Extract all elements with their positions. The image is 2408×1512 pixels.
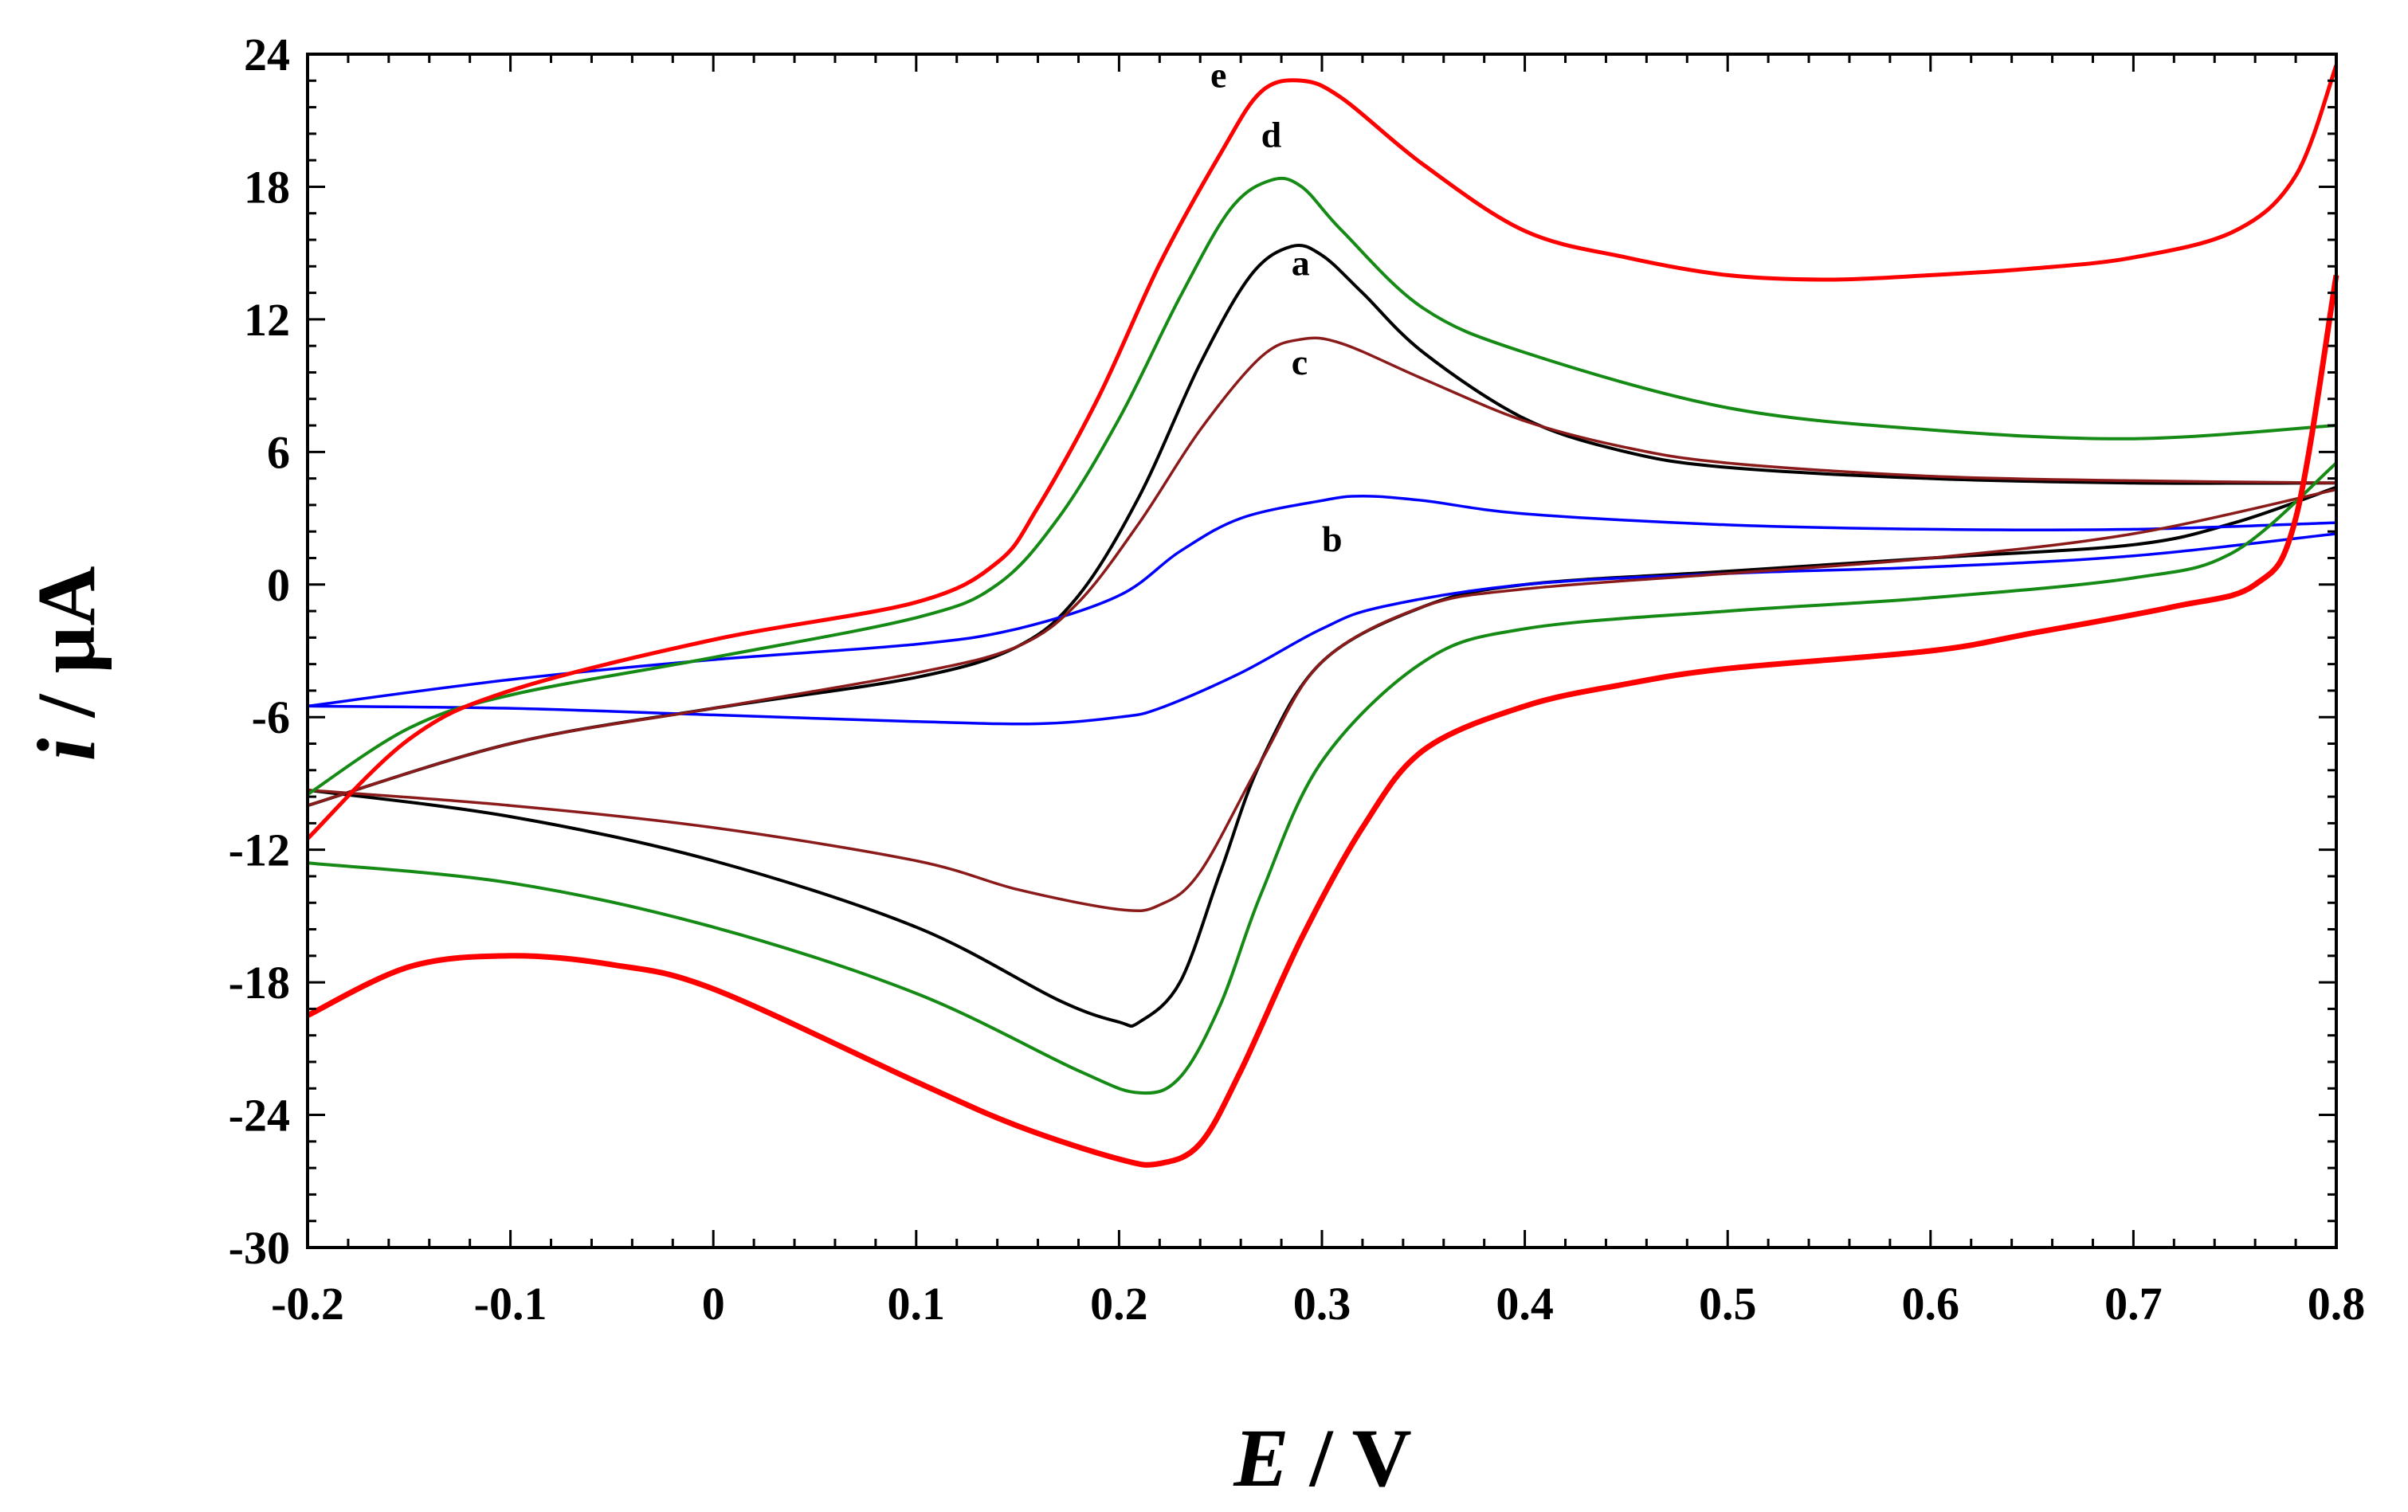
x-tick-label: 0.6 xyxy=(1902,1278,1960,1330)
y-axis-title: i / µA xyxy=(21,566,112,762)
x-tick-label: 0.1 xyxy=(888,1278,946,1330)
curve-b-anodic xyxy=(307,495,2337,708)
curve-d-cathodic xyxy=(307,461,2338,1095)
curve-labels: a b c de xyxy=(1210,55,1343,560)
curve-a-anodic xyxy=(307,243,2337,808)
y-axis-unit: / µA xyxy=(21,566,112,738)
curve-d-anodic xyxy=(306,176,2337,796)
curve-e-cathodic xyxy=(306,274,2339,1168)
curve-label-a: a xyxy=(1292,242,1310,283)
y-tick-label: 0 xyxy=(267,559,290,611)
curves-layer xyxy=(306,65,2339,1168)
x-axis-variable: E xyxy=(1233,1412,1288,1504)
y-tick-label: -30 xyxy=(229,1222,290,1274)
curve-b-cathodic xyxy=(307,532,2337,726)
x-tick-label: -0.1 xyxy=(474,1278,547,1330)
curve-label-b: b xyxy=(1322,519,1343,559)
x-tick-labels: -0.2 -0.1 0 0.1 0.2 0.3 0.4 0.5 0.6 0.7 0.8 xyxy=(271,1278,2365,1330)
y-tick-label: -12 xyxy=(229,825,290,876)
y-tick-label: -6 xyxy=(252,691,290,743)
curve-c-cathodic xyxy=(307,488,2337,913)
x-tick-label: 0.7 xyxy=(2104,1278,2163,1330)
y-tick-label: 6 xyxy=(267,426,290,478)
curve-e-anodic xyxy=(306,65,2339,840)
curve-label-c: c xyxy=(1292,342,1308,382)
axis-ticks xyxy=(306,53,2338,1249)
y-tick-label: 24 xyxy=(244,29,290,80)
x-tick-label: 0 xyxy=(702,1278,725,1330)
y-tick-labels: 24 18 12 6 0 -6 -12 -18 -24 -30 xyxy=(229,29,290,1274)
y-tick-label: 12 xyxy=(244,294,290,346)
curve-label-d: d xyxy=(1261,115,1282,155)
y-axis-variable: i xyxy=(21,738,112,761)
y-tick-label: -24 xyxy=(229,1090,290,1142)
x-axis-unit: / V xyxy=(1289,1412,1412,1504)
x-tick-label: 0.3 xyxy=(1293,1278,1351,1330)
plot-frame xyxy=(306,53,2338,1249)
x-tick-label: 0.5 xyxy=(1699,1278,1757,1330)
x-axis-title: E / V xyxy=(1233,1412,1412,1504)
y-tick-label: -18 xyxy=(229,957,290,1009)
x-tick-label: -0.2 xyxy=(271,1278,344,1330)
x-tick-label: 0.4 xyxy=(1496,1278,1554,1330)
y-tick-label: 18 xyxy=(244,161,290,213)
x-tick-label: 0.2 xyxy=(1090,1278,1148,1330)
curve-c-anodic xyxy=(307,336,2337,807)
curve-a-cathodic xyxy=(307,485,2337,1028)
x-tick-label: 0.8 xyxy=(2308,1278,2366,1330)
curve-label-e: e xyxy=(1210,55,1226,96)
